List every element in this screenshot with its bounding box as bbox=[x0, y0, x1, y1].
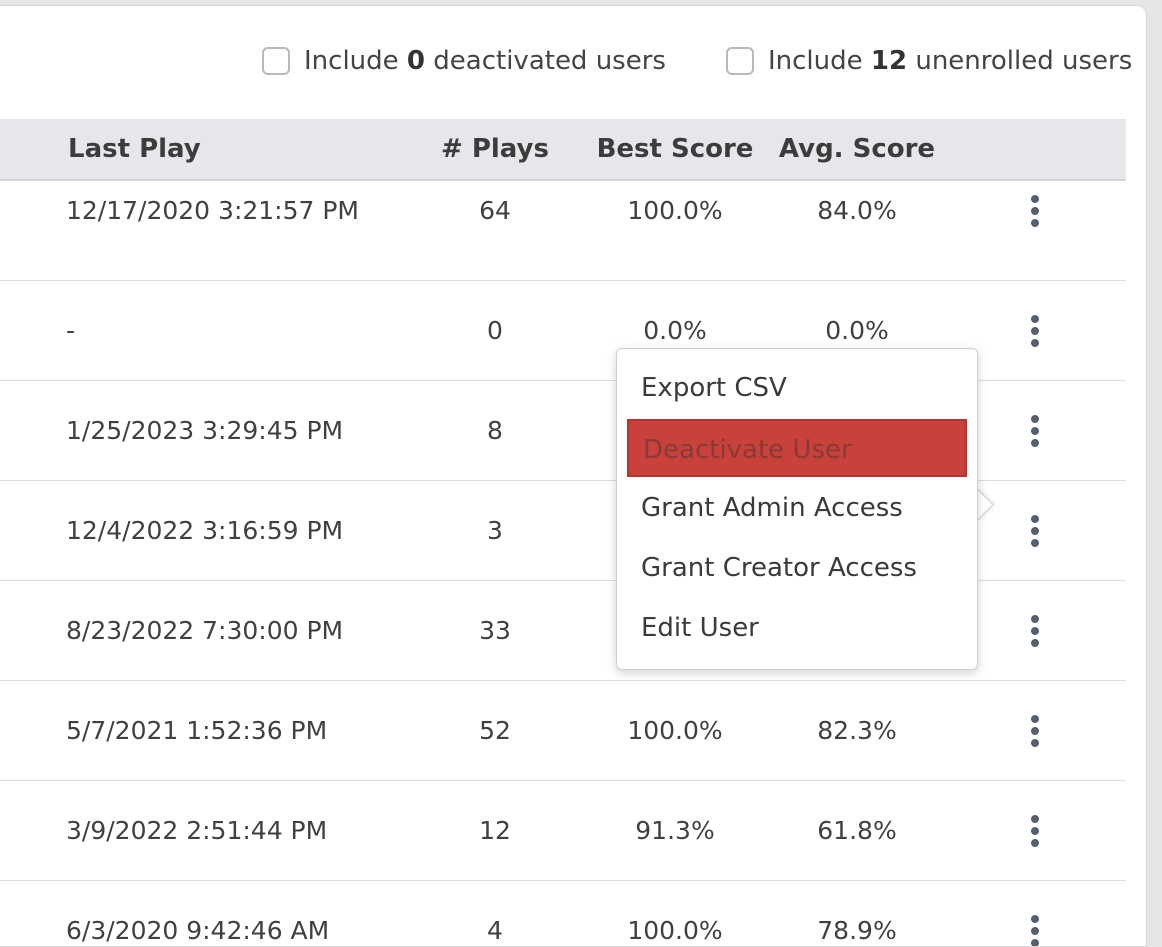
best-score-cell: 100.0% bbox=[627, 716, 723, 745]
plays-cell: 33 bbox=[479, 616, 511, 645]
include-deactivated-suffix: deactivated users bbox=[425, 46, 666, 76]
avg-score-cell: 0.0% bbox=[825, 316, 889, 345]
best-score-cell: 91.3% bbox=[635, 816, 715, 845]
menu-item-grant-creator-access[interactable]: Grant Creator Access bbox=[641, 553, 917, 583]
plays-cell: 52 bbox=[479, 716, 511, 745]
kebab-vertical-icon[interactable] bbox=[1020, 515, 1050, 549]
plays-cell: 3 bbox=[487, 516, 503, 545]
last-play-cell: - bbox=[66, 316, 76, 345]
table-row: 5/7/2021 1:52:36 PM 52 100.0% 82.3% bbox=[0, 681, 1126, 781]
last-play-cell: 1/25/2023 3:29:45 PM bbox=[66, 416, 344, 445]
table-row: 8/23/2022 7:30:00 PM 33 bbox=[0, 581, 1126, 681]
last-play-cell: 12/4/2022 3:16:59 PM bbox=[66, 516, 344, 545]
kebab-vertical-icon[interactable] bbox=[1020, 815, 1050, 849]
avg-score-cell: 61.8% bbox=[817, 816, 897, 845]
user-context-menu: Export CSV Deactivate User Grant Admin A… bbox=[616, 348, 978, 670]
kebab-vertical-icon[interactable] bbox=[1020, 615, 1050, 649]
last-play-cell: 12/17/2020 3:21:57 PM bbox=[66, 196, 360, 225]
last-play-cell: 3/9/2022 2:51:44 PM bbox=[66, 816, 328, 845]
column-header-last-play[interactable]: Last Play bbox=[68, 134, 201, 164]
menu-item-grant-admin-access[interactable]: Grant Admin Access bbox=[641, 493, 903, 523]
kebab-vertical-icon[interactable] bbox=[1020, 415, 1050, 449]
table-row: 1/25/2023 3:29:45 PM 8 bbox=[0, 381, 1126, 481]
table-row: 6/3/2020 9:42:46 AM 4 100.0% 78.9% bbox=[0, 881, 1126, 946]
best-score-cell: 0.0% bbox=[643, 316, 707, 345]
last-play-cell: 8/23/2022 7:30:00 PM bbox=[66, 616, 344, 645]
plays-cell: 64 bbox=[479, 196, 511, 225]
menu-item-export-csv[interactable]: Export CSV bbox=[641, 373, 787, 403]
kebab-vertical-icon[interactable] bbox=[1020, 315, 1050, 349]
menu-item-edit-user[interactable]: Edit User bbox=[641, 613, 759, 643]
include-unenrolled-checkbox[interactable] bbox=[725, 47, 754, 75]
table-header: Last Play # Plays Best Score Avg. Score bbox=[0, 119, 1126, 181]
plays-cell: 8 bbox=[487, 416, 503, 445]
last-play-cell: 6/3/2020 9:42:46 AM bbox=[66, 916, 330, 945]
avg-score-cell: 78.9% bbox=[817, 916, 897, 945]
column-header-plays[interactable]: # Plays bbox=[441, 134, 549, 164]
column-header-best-score[interactable]: Best Score bbox=[596, 134, 754, 164]
column-header-avg-score[interactable]: Avg. Score bbox=[778, 134, 936, 164]
plays-cell: 12 bbox=[479, 816, 511, 845]
table-row: 12/17/2020 3:21:57 PM 64 100.0% 84.0% bbox=[0, 181, 1126, 281]
include-unenrolled-label[interactable]: Include 12 unenrolled users bbox=[768, 46, 1132, 76]
include-deactivated-prefix: Include bbox=[304, 46, 407, 76]
include-deactivated-filter[interactable]: Include 0 deactivated users bbox=[262, 46, 666, 76]
plays-cell: 0 bbox=[487, 316, 503, 345]
kebab-vertical-icon[interactable] bbox=[1020, 915, 1050, 946]
table-row: 12/4/2022 3:16:59 PM 3 bbox=[0, 481, 1126, 581]
filter-bar: Include 0 deactivated users Include 12 u… bbox=[262, 46, 1132, 76]
kebab-vertical-icon[interactable] bbox=[1020, 195, 1050, 229]
avg-score-cell: 82.3% bbox=[817, 716, 897, 745]
include-unenrolled-prefix: Include bbox=[767, 46, 871, 76]
last-play-cell: 5/7/2021 1:52:36 PM bbox=[66, 716, 328, 745]
avg-score-cell: 84.0% bbox=[817, 196, 897, 225]
menu-item-deactivate-user[interactable]: Deactivate User bbox=[627, 419, 967, 477]
include-unenrolled-filter[interactable]: Include 12 unenrolled users bbox=[725, 46, 1132, 76]
best-score-cell: 100.0% bbox=[627, 196, 723, 225]
kebab-vertical-icon[interactable] bbox=[1020, 715, 1050, 749]
table-row: - 0 0.0% 0.0% bbox=[0, 281, 1126, 381]
unenrolled-count: 12 bbox=[870, 46, 908, 76]
include-deactivated-checkbox[interactable] bbox=[262, 47, 290, 75]
include-unenrolled-suffix: unenrolled users bbox=[907, 46, 1133, 76]
include-deactivated-label[interactable]: Include 0 deactivated users bbox=[304, 46, 666, 76]
deactivated-count: 0 bbox=[406, 46, 426, 76]
table-row: 3/9/2022 2:51:44 PM 12 91.3% 61.8% bbox=[0, 781, 1126, 881]
